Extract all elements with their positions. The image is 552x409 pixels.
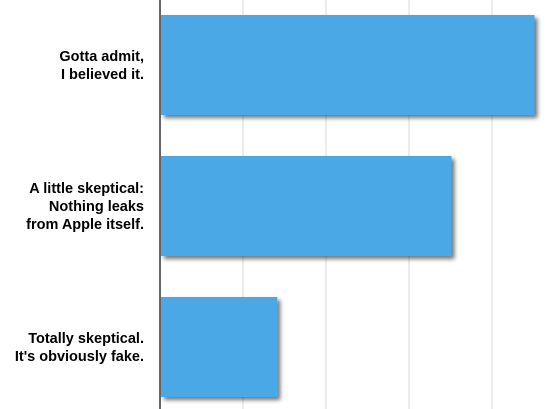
category-label-totally-skeptical: Totally skeptical. It's obviously fake.: [14, 331, 144, 365]
category-label-believed: Gotta admit, I believed it.: [59, 49, 144, 83]
bar-believed: [161, 15, 535, 115]
bar-totally-skeptical: [161, 297, 278, 397]
category-label-little-skeptical: A little skeptical: Nothing leaks from A…: [26, 181, 144, 233]
bar-little-skeptical: [161, 156, 452, 256]
